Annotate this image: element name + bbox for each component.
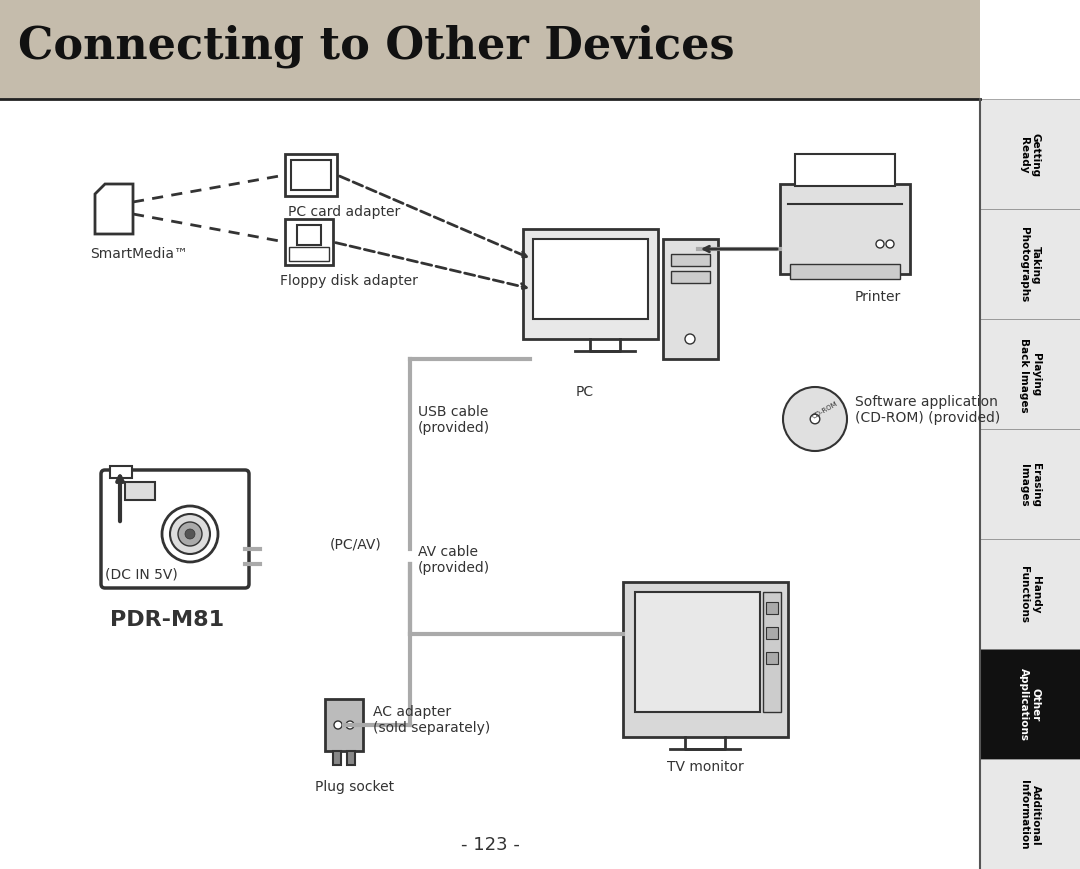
Bar xyxy=(663,240,718,360)
Bar xyxy=(780,185,910,275)
Text: Floppy disk adapter: Floppy disk adapter xyxy=(280,274,418,288)
Text: Erasing
Images: Erasing Images xyxy=(1020,462,1041,507)
Bar xyxy=(291,161,330,191)
Text: Taking
Photographs: Taking Photographs xyxy=(1020,227,1041,302)
FancyBboxPatch shape xyxy=(980,649,1080,760)
Bar xyxy=(789,265,900,280)
Circle shape xyxy=(185,529,195,540)
Bar xyxy=(762,593,781,713)
Bar xyxy=(333,751,341,765)
Bar xyxy=(285,220,333,266)
Bar xyxy=(297,226,321,246)
FancyBboxPatch shape xyxy=(980,540,1080,649)
Circle shape xyxy=(178,522,202,547)
Circle shape xyxy=(810,415,820,424)
Text: PC card adapter: PC card adapter xyxy=(288,205,401,219)
Text: Connecting to Other Devices: Connecting to Other Devices xyxy=(18,24,734,68)
Bar xyxy=(285,155,337,196)
Bar xyxy=(523,229,658,340)
Circle shape xyxy=(162,507,218,562)
FancyBboxPatch shape xyxy=(0,0,980,100)
Circle shape xyxy=(685,335,696,345)
Text: CD-ROM: CD-ROM xyxy=(811,401,838,420)
FancyBboxPatch shape xyxy=(102,470,249,588)
Text: Other
Applications: Other Applications xyxy=(1020,667,1041,740)
Text: USB cable
(provided): USB cable (provided) xyxy=(418,404,490,434)
Bar xyxy=(325,700,363,751)
FancyBboxPatch shape xyxy=(980,320,1080,429)
FancyBboxPatch shape xyxy=(980,209,1080,320)
Text: (DC IN 5V): (DC IN 5V) xyxy=(105,567,178,581)
Text: Playing
Back Images: Playing Back Images xyxy=(1020,337,1041,412)
Text: AV cable
(provided): AV cable (provided) xyxy=(418,544,490,574)
FancyBboxPatch shape xyxy=(980,100,1080,209)
Circle shape xyxy=(170,514,210,554)
Text: Printer: Printer xyxy=(855,289,901,303)
FancyBboxPatch shape xyxy=(980,429,1080,540)
Bar xyxy=(623,582,788,737)
Circle shape xyxy=(334,721,342,729)
Circle shape xyxy=(346,721,354,729)
Text: SmartMedia™: SmartMedia™ xyxy=(90,247,188,261)
Text: Additional
Information: Additional Information xyxy=(1020,779,1041,849)
Bar xyxy=(671,272,710,283)
Text: TV monitor: TV monitor xyxy=(666,760,743,773)
Bar xyxy=(635,593,760,713)
Text: (PC/AV): (PC/AV) xyxy=(330,537,381,551)
Circle shape xyxy=(783,388,847,452)
Bar xyxy=(766,653,778,664)
Bar xyxy=(795,155,895,187)
Bar xyxy=(534,240,648,320)
Text: Handy
Functions: Handy Functions xyxy=(1020,566,1041,623)
Bar xyxy=(347,751,355,765)
FancyBboxPatch shape xyxy=(0,0,980,100)
Text: PDR-M81: PDR-M81 xyxy=(110,609,225,629)
FancyBboxPatch shape xyxy=(980,760,1080,869)
Bar xyxy=(125,482,156,501)
Text: Plug socket: Plug socket xyxy=(315,779,394,793)
Text: Getting
Ready: Getting Ready xyxy=(1020,133,1041,177)
Bar xyxy=(110,467,132,479)
Bar xyxy=(766,602,778,614)
Bar xyxy=(766,627,778,640)
Text: - 123 -: - 123 - xyxy=(460,835,519,853)
Bar xyxy=(289,248,329,262)
Circle shape xyxy=(876,241,885,249)
Polygon shape xyxy=(95,185,133,235)
Text: PC: PC xyxy=(576,385,594,399)
Text: Software application
(CD-ROM) (provided): Software application (CD-ROM) (provided) xyxy=(855,395,1000,425)
Circle shape xyxy=(886,241,894,249)
Bar xyxy=(671,255,710,267)
Text: AC adapter
(sold separately): AC adapter (sold separately) xyxy=(373,704,490,734)
